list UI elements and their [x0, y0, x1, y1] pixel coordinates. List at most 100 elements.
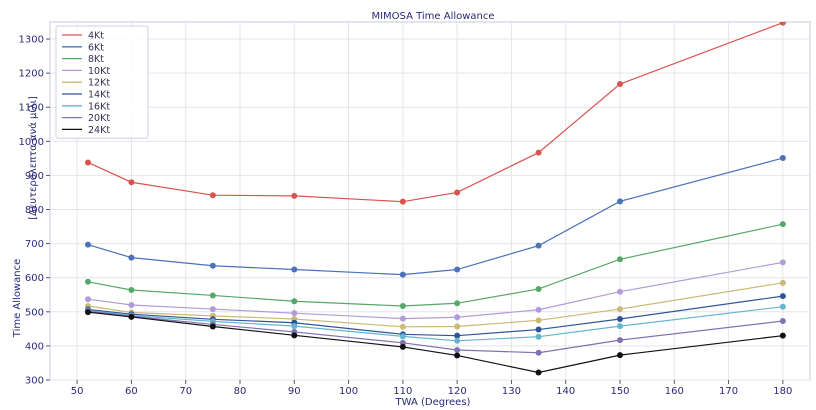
- legend-label: 20Kt: [88, 113, 110, 124]
- data-point: [779, 279, 786, 286]
- data-point: [291, 192, 298, 199]
- data-point: [85, 159, 91, 166]
- data-point: [399, 333, 406, 340]
- series-10kt: [85, 259, 786, 322]
- data-point: [535, 242, 542, 249]
- legend-item-10kt: 10Kt: [62, 66, 110, 77]
- legend-label: 14Kt: [88, 90, 110, 101]
- data-point: [399, 315, 406, 322]
- data-point: [209, 323, 216, 330]
- data-point: [617, 288, 623, 295]
- data-point: [617, 315, 623, 322]
- series-6kt: [85, 155, 786, 278]
- data-point: [128, 301, 135, 308]
- data-point: [779, 318, 786, 325]
- x-tick-label: 120: [448, 386, 467, 397]
- y-tick-label: 900: [25, 171, 44, 182]
- series-24kt: [85, 309, 786, 376]
- data-point: [399, 303, 406, 310]
- data-point: [291, 310, 298, 317]
- data-point: [399, 323, 406, 330]
- data-point: [128, 313, 135, 320]
- data-point: [291, 323, 298, 330]
- x-tick-label: 150: [610, 386, 629, 397]
- data-point: [535, 306, 542, 313]
- data-point: [535, 285, 542, 292]
- data-point: [454, 266, 461, 273]
- data-point: [399, 271, 406, 278]
- legend-item-16kt: 16Kt: [62, 101, 110, 112]
- data-point: [128, 179, 135, 186]
- data-point: [779, 332, 786, 339]
- y-tick-label: 600: [25, 273, 44, 284]
- x-tick-label: 160: [665, 386, 684, 397]
- y-tick-label: 500: [25, 307, 44, 318]
- legend-label: 24Kt: [88, 125, 110, 136]
- data-point: [454, 189, 461, 196]
- x-tick-label: 130: [502, 386, 521, 397]
- data-point: [399, 198, 406, 205]
- data-point: [454, 337, 461, 344]
- series-lines: [85, 22, 786, 376]
- y-tick-label: 300: [25, 376, 44, 387]
- legend-label: 10Kt: [88, 66, 110, 77]
- data-point: [779, 221, 786, 228]
- x-tick-label: 90: [288, 386, 301, 397]
- data-point: [291, 298, 298, 305]
- data-point: [85, 309, 91, 316]
- data-point: [85, 296, 91, 303]
- legend-item-4kt: 4Kt: [62, 31, 104, 42]
- data-point: [85, 241, 91, 248]
- data-point: [779, 155, 786, 162]
- legend-item-8kt: 8Kt: [62, 54, 104, 65]
- x-axis-title: TWA (Degrees): [395, 397, 471, 408]
- data-point: [291, 332, 298, 339]
- data-point: [209, 292, 216, 299]
- legend-label: 4Kt: [88, 31, 104, 42]
- data-point: [454, 314, 461, 321]
- x-tick-label: 180: [773, 386, 792, 397]
- data-point: [779, 303, 786, 310]
- legend-item-24kt: 24Kt: [62, 125, 110, 136]
- x-tick-label: 70: [179, 386, 192, 397]
- data-point: [454, 323, 461, 330]
- data-point: [779, 259, 786, 266]
- data-point: [617, 352, 623, 359]
- data-point: [617, 81, 623, 88]
- series-4kt: [85, 22, 786, 205]
- legend-box: [55, 25, 149, 139]
- data-point: [617, 256, 623, 263]
- data-point: [209, 192, 216, 199]
- data-point: [128, 286, 135, 293]
- y-tick-label: 800: [25, 205, 44, 216]
- data-point: [209, 306, 216, 313]
- y-tick-label: 1200: [19, 69, 44, 80]
- data-point: [291, 266, 298, 273]
- y-tick-label: 1100: [19, 103, 44, 114]
- x-tick-label: 80: [234, 386, 247, 397]
- data-point: [535, 333, 542, 340]
- data-point: [535, 349, 542, 356]
- data-point: [454, 346, 461, 353]
- y-tick-label: 400: [25, 341, 44, 352]
- data-point: [535, 369, 542, 376]
- x-tick-label: 110: [393, 386, 412, 397]
- data-point: [399, 343, 406, 350]
- axes: 50 60 70 80 90 100 110 120 130 140 150 160 170 180 300…: [19, 35, 793, 397]
- x-tick-label: 60: [125, 386, 138, 397]
- data-point: [779, 293, 786, 300]
- x-tick-label: 50: [71, 386, 84, 397]
- data-point: [617, 323, 623, 330]
- data-point: [617, 198, 623, 205]
- legend-label: 12Kt: [88, 78, 110, 89]
- y-axis-unit: [Δευτερόλεπτα ανά μίλι]: [27, 96, 39, 220]
- y-tick-label: 1300: [19, 35, 44, 46]
- legend-item-14kt: 14Kt: [62, 90, 110, 101]
- data-point: [454, 352, 461, 359]
- y-axis-title: Time Allowance: [12, 259, 23, 338]
- data-point: [779, 22, 786, 26]
- legend-item-20kt: 20Kt: [62, 113, 110, 124]
- data-point: [617, 337, 623, 344]
